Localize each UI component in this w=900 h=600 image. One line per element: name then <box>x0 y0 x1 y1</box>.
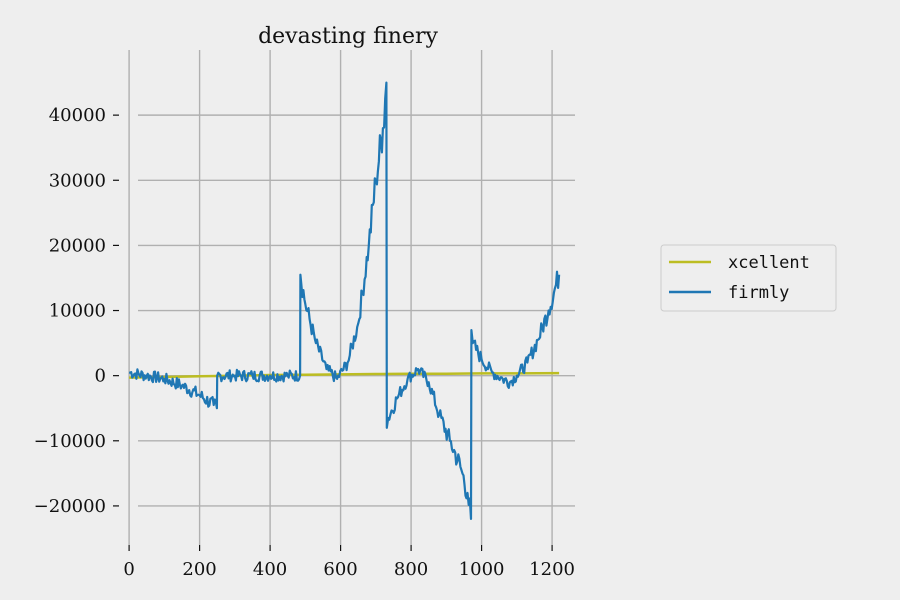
series-layer <box>128 81 561 520</box>
x-tick-label: 400 <box>253 559 287 580</box>
chart-title: devasting finery <box>258 24 438 49</box>
x-tick-label: 1000 <box>459 559 505 580</box>
y-tick-label: −20000 <box>34 496 106 517</box>
legend: xcellent firmly <box>660 244 837 312</box>
legend-label-xcellent: xcellent <box>728 253 810 273</box>
legend-label-firmly: firmly <box>728 283 789 303</box>
x-tick-label: 800 <box>394 559 428 580</box>
x-tick-label: 200 <box>182 559 216 580</box>
tick-layer: 0 200 400 600 800 1000 1200 −20000 −10000 0 10000 2… <box>34 105 575 580</box>
y-tick-label: −10000 <box>34 431 106 452</box>
x-tick-label: 1200 <box>529 559 575 580</box>
y-tick-label: 20000 <box>49 235 106 256</box>
y-tick-label: 10000 <box>49 301 106 322</box>
x-tick-label: 600 <box>323 559 357 580</box>
x-tick-label: 0 <box>123 559 134 580</box>
grid-layer <box>128 50 575 545</box>
y-tick-label: 30000 <box>49 170 106 191</box>
y-tick-label: 40000 <box>49 105 106 126</box>
series-line-firmly <box>128 81 561 520</box>
y-tick-label: 0 <box>95 366 106 387</box>
